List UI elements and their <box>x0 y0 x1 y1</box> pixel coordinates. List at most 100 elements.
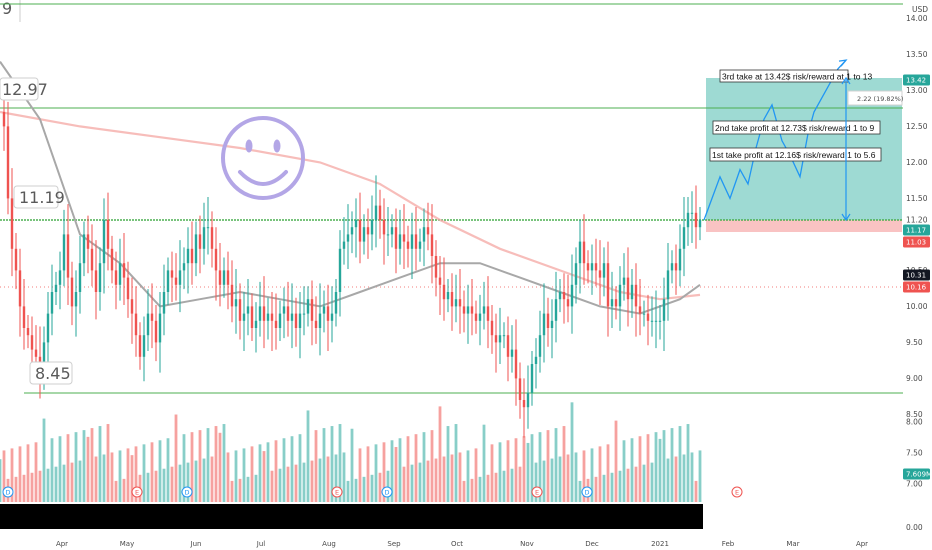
svg-text:3rd take at 13.42$ risk/reward: 3rd take at 13.42$ risk/reward at 1 to 1… <box>722 72 873 82</box>
volume-bar <box>470 478 474 502</box>
candle-body <box>78 263 82 292</box>
candle-body <box>642 313 646 315</box>
volume-bar <box>98 426 102 502</box>
candle-body <box>562 292 566 300</box>
volume-bar <box>478 476 482 502</box>
candle-body <box>682 227 686 249</box>
price-tag <box>903 74 930 86</box>
candle-body <box>498 335 502 343</box>
event-marker-label: D <box>384 489 389 497</box>
volume-bar <box>542 460 546 502</box>
volume-bar <box>402 466 406 502</box>
volume-bar <box>350 428 354 502</box>
volume-bar <box>202 458 206 502</box>
candle-body <box>654 320 658 322</box>
candle-body <box>438 277 442 285</box>
candle-body <box>34 349 38 357</box>
candle-body <box>138 335 142 357</box>
candle-body <box>694 212 698 228</box>
candle-body <box>578 241 582 264</box>
volume-bar <box>454 424 458 502</box>
candle-body <box>430 234 434 256</box>
event-marker-label: D <box>184 489 189 497</box>
volume-bar <box>106 424 110 502</box>
volume-bar <box>174 414 178 502</box>
volume-bar <box>22 474 26 502</box>
price-tag-label: 10.16 <box>906 284 927 292</box>
volume-bar <box>286 466 290 502</box>
volume-bar <box>582 450 586 502</box>
event-marker <box>381 486 393 498</box>
volume-bar <box>210 456 214 502</box>
candle-body <box>442 284 446 300</box>
volume-bar <box>690 452 694 502</box>
candle-body <box>434 256 438 278</box>
volume-bar <box>434 458 438 502</box>
horizontal-levels <box>0 3 903 394</box>
candle-body <box>130 299 134 314</box>
candle-body <box>114 270 118 285</box>
volume-bar <box>46 468 50 502</box>
candle-body <box>510 349 514 357</box>
candle-body <box>298 313 302 328</box>
volume-bar <box>538 432 542 502</box>
volume-bar <box>442 456 446 502</box>
volume-tick-label: 7.50 <box>906 449 923 458</box>
volume-bar <box>666 458 670 502</box>
candle-body <box>122 263 126 278</box>
candle-body <box>2 112 6 127</box>
candle-body <box>546 313 550 328</box>
volume-bar <box>2 450 6 502</box>
candle-body <box>418 241 422 249</box>
volume-bar <box>634 466 638 502</box>
candle-body <box>86 234 90 249</box>
candle-body <box>402 234 406 242</box>
candle-body <box>218 270 222 285</box>
candle-body <box>378 205 382 220</box>
volume-bar <box>258 444 262 502</box>
volume-bar <box>0 459 2 502</box>
candle-body <box>634 284 638 307</box>
candle-body <box>90 248 94 271</box>
candle-body <box>506 335 510 357</box>
svg-text:2.22 (19.82%): 2.22 (19.82%) <box>857 95 903 103</box>
volume-bar <box>558 456 562 502</box>
volume-bar <box>214 426 218 502</box>
volume-bar <box>390 440 394 502</box>
volume-bar <box>194 460 198 502</box>
volume-bar <box>190 432 194 502</box>
candle-body <box>478 313 482 321</box>
volume-bar <box>78 460 82 502</box>
candle-body <box>50 292 54 314</box>
candle-body <box>326 306 330 321</box>
candle-body <box>446 292 450 300</box>
candle-body <box>62 234 66 271</box>
candle-body <box>206 227 210 229</box>
volume-bar <box>218 432 222 502</box>
volume-bar <box>598 446 602 502</box>
candle-body <box>22 306 26 328</box>
candle-body <box>182 263 186 271</box>
svg-text:1st take profit at 12.16$ risk: 1st take profit at 12.16$ risk/reward 1 … <box>712 150 876 160</box>
candle-body <box>398 234 402 249</box>
volume-bar <box>498 442 502 502</box>
candle-body <box>370 220 374 235</box>
candle-body <box>102 220 106 264</box>
candle-body <box>198 234 202 249</box>
candle-body <box>54 284 58 292</box>
volume-bar <box>182 434 186 502</box>
candle-body <box>534 356 538 364</box>
volume-bar <box>618 470 622 502</box>
level-label-11-19: 11.19 <box>13 185 65 209</box>
volume-bar <box>126 448 130 502</box>
event-marker <box>731 486 743 498</box>
volume-bar <box>686 424 690 502</box>
volume-bar <box>162 468 166 502</box>
candle-body <box>194 234 198 264</box>
price-tag-label: 7.609M <box>906 471 932 479</box>
volume-bar <box>574 452 578 502</box>
candle-body <box>358 220 362 242</box>
candle-body <box>26 328 30 336</box>
candle-body <box>462 306 466 314</box>
